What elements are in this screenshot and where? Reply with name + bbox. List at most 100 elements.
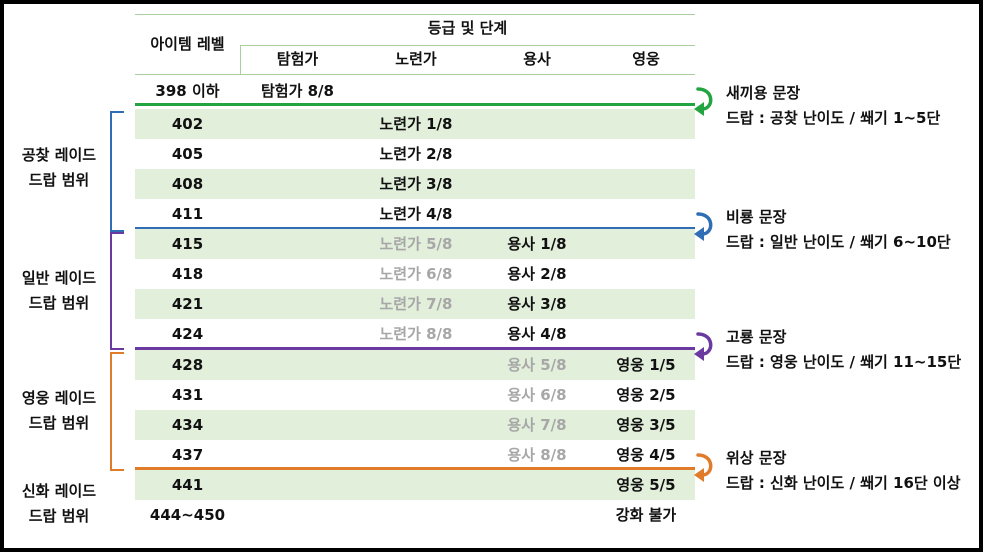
cell-explorer [240, 289, 355, 319]
cell-explorer [240, 259, 355, 289]
cell-level: 434 [171, 416, 204, 434]
crest-note-whelpling: 새끼용 문장 드랍 : 공찾 난이도 / 쐐기 1~5단 [726, 81, 940, 131]
header-top-line [135, 14, 695, 15]
cell-trained: 노련가 6/8 [379, 265, 453, 283]
header-grade-stage: 등급 및 단계 [427, 19, 508, 37]
header-tier-trained: 노련가 [395, 50, 437, 68]
cell-warrior: 용사 6/8 [507, 386, 567, 404]
cell-explorer [240, 470, 355, 500]
cell-hero [597, 319, 695, 349]
table-row: 434 용사 7/8 영웅 3/5 [135, 410, 695, 440]
cell-warrior: 용사 7/8 [507, 416, 567, 434]
cell-trained: 노련가 8/8 [379, 325, 453, 343]
cell-hero: 영웅 3/5 [616, 416, 676, 434]
cell-trained [355, 440, 477, 470]
curved-arrow-icon [694, 332, 713, 361]
cell-trained [355, 500, 477, 530]
cell-level: 415 [171, 235, 204, 253]
divider-orange [135, 467, 695, 470]
header-bottom-line [135, 74, 695, 75]
cell-hero [597, 169, 695, 199]
header-tier-warrior: 용사 [523, 50, 551, 68]
cell-level: 441 [171, 476, 204, 494]
cell-hero: 영웅 2/5 [616, 386, 676, 404]
cell-explorer: 탐험가 8/8 [261, 82, 334, 100]
cell-warrior: 용사 3/8 [507, 295, 567, 313]
cell-warrior: 용사 2/8 [507, 265, 567, 283]
cell-level: 405 [171, 145, 204, 163]
cell-trained: 노련가 3/8 [379, 175, 453, 193]
cell-hero [597, 289, 695, 319]
header-tier-hero: 영웅 [632, 50, 660, 68]
cell-explorer [240, 380, 355, 410]
cell-warrior: 용사 8/8 [507, 446, 567, 464]
table-row: 415 노련가 5/8 용사 1/8 [135, 229, 695, 259]
cell-level: 437 [171, 446, 204, 464]
header-item-level: 아이템 레벨 [150, 35, 225, 53]
group-label-lfr: 공찾 레이드 드랍 범위 [4, 143, 114, 193]
header-divider-line [240, 45, 241, 74]
table-row: 398 이하 탐험가 8/8 [135, 76, 695, 106]
crest-note-detail: 드랍 : 신화 난이도 / 쐐기 16단 이상 [726, 474, 961, 492]
cell-explorer [240, 109, 355, 139]
table-row: 428 용사 5/8 영웅 1/5 [135, 350, 695, 380]
crest-note-aspect: 위상 문장 드랍 : 신화 난이도 / 쐐기 16단 이상 [726, 446, 961, 496]
group-label-line: 신화 레이드 [21, 482, 97, 500]
cell-explorer [240, 319, 355, 349]
crest-note-title: 비룡 문장 [726, 208, 787, 226]
cell-trained [355, 76, 477, 106]
table-row: 431 용사 6/8 영웅 2/5 [135, 380, 695, 410]
cell-trained: 노련가 2/8 [379, 145, 453, 163]
cell-trained [355, 350, 477, 380]
group-label-line: 드랍 범위 [28, 507, 90, 525]
cell-level: 402 [171, 115, 204, 133]
cell-level: 411 [171, 205, 204, 223]
cell-level: 431 [171, 386, 204, 404]
cell-hero [597, 259, 695, 289]
cell-trained: 노련가 1/8 [379, 115, 453, 133]
crest-note-detail: 드랍 : 공찾 난이도 / 쐐기 1~5단 [726, 109, 941, 127]
table-row: 424 노련가 8/8 용사 4/8 [135, 319, 695, 349]
cell-hero: 영웅 1/5 [616, 356, 676, 374]
group-label-heroic: 영웅 레이드 드랍 범위 [4, 386, 114, 436]
cell-level: 444~450 [149, 506, 226, 524]
table-row: 437 용사 8/8 영웅 4/5 [135, 440, 695, 470]
group-label-line: 공찾 레이드 [21, 146, 97, 164]
cell-warrior [477, 199, 597, 229]
table-row: 411 노련가 4/8 [135, 199, 695, 229]
cell-trained: 노련가 4/8 [379, 205, 453, 223]
cell-hero [597, 229, 695, 259]
cell-trained [355, 410, 477, 440]
bracket-normal [110, 232, 124, 350]
table-row: 444~450 강화 불가 [135, 500, 695, 530]
cell-explorer [240, 139, 355, 169]
cell-explorer [240, 500, 355, 530]
cell-explorer [240, 229, 355, 259]
cell-explorer [240, 169, 355, 199]
table-row: 405 노련가 2/8 [135, 139, 695, 169]
cell-hero: 강화 불가 [615, 506, 677, 524]
table-row: 441 영웅 5/5 [135, 470, 695, 500]
header-tier-explorer: 탐험가 [276, 50, 319, 68]
group-label-line: 영웅 레이드 [21, 389, 97, 407]
cell-warrior: 용사 5/8 [507, 356, 567, 374]
table-row: 402 노련가 1/8 [135, 109, 695, 139]
table-row: 408 노련가 3/8 [135, 169, 695, 199]
group-label-line: 드랍 범위 [28, 171, 90, 189]
cell-hero [597, 139, 695, 169]
cell-warrior [477, 76, 597, 106]
curved-arrow-icon [694, 453, 713, 482]
cell-level: 424 [171, 325, 204, 343]
cell-level: 408 [171, 175, 204, 193]
cell-trained [355, 380, 477, 410]
bracket-lfr [110, 111, 124, 232]
cell-warrior [477, 109, 597, 139]
cell-hero [597, 109, 695, 139]
cell-warrior [477, 169, 597, 199]
group-label-normal: 일반 레이드 드랍 범위 [4, 266, 114, 316]
header-mid-line [240, 45, 695, 46]
crest-note-wyrm: 고룡 문장 드랍 : 영웅 난이도 / 쐐기 11~15단 [726, 325, 961, 375]
cell-warrior: 용사 4/8 [507, 325, 567, 343]
divider-green [135, 103, 695, 106]
crest-note-title: 새끼용 문장 [726, 84, 801, 102]
